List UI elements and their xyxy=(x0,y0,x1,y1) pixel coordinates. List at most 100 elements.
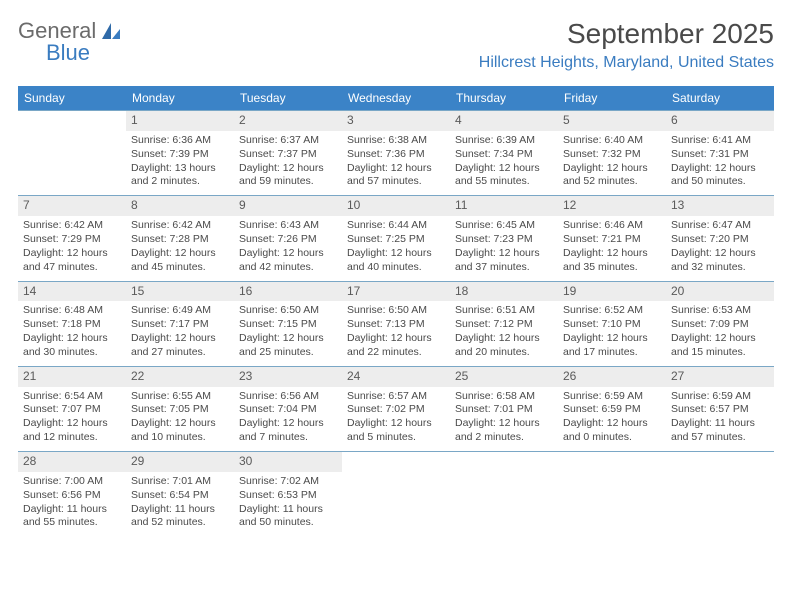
sunset-text: Sunset: 7:21 PM xyxy=(563,233,661,247)
day-number: 5 xyxy=(558,111,666,131)
daylight-text: Daylight: 12 hours and 30 minutes. xyxy=(23,332,121,360)
sunrise-text: Sunrise: 6:48 AM xyxy=(23,304,121,318)
day-cell: 30 Sunrise: 7:02 AMSunset: 6:53 PMDayligh… xyxy=(234,452,342,537)
sunrise-text: Sunrise: 6:47 AM xyxy=(671,219,769,233)
day-number: 15 xyxy=(126,282,234,302)
daylight-text: Daylight: 12 hours and 55 minutes. xyxy=(455,162,553,190)
daylight-text: Daylight: 12 hours and 32 minutes. xyxy=(671,247,769,275)
sunrise-text: Sunrise: 6:42 AM xyxy=(23,219,121,233)
day-cell: 9Sunrise: 6:43 AMSunset: 7:26 PMDaylight… xyxy=(234,196,342,281)
sunrise-text: Sunrise: 6:43 AM xyxy=(239,219,337,233)
day-number: 23 xyxy=(234,367,342,387)
day-number: 19 xyxy=(558,282,666,302)
day-cell xyxy=(666,452,774,537)
day-cell: 20Sunrise: 6:53 AMSunset: 7:09 PMDayligh… xyxy=(666,281,774,366)
day-cell: 7 Sunrise: 6:42 AMSunset: 7:29 PMDaylight… xyxy=(18,196,126,281)
day-number: 11 xyxy=(450,196,558,216)
day-cell xyxy=(18,111,126,196)
sunrise-text: Sunrise: 7:00 AM xyxy=(23,475,121,489)
sunrise-text: Sunrise: 6:49 AM xyxy=(131,304,229,318)
day-cell: 4Sunrise: 6:39 AMSunset: 7:34 PMDaylight… xyxy=(450,111,558,196)
day-number: 30 xyxy=(234,452,342,472)
sunset-text: Sunset: 7:23 PM xyxy=(455,233,553,247)
daylight-text: Daylight: 12 hours and 35 minutes. xyxy=(563,247,661,275)
sunset-text: Sunset: 7:15 PM xyxy=(239,318,337,332)
sunset-text: Sunset: 7:28 PM xyxy=(131,233,229,247)
day-cell: 23Sunrise: 6:56 AMSunset: 7:04 PMDayligh… xyxy=(234,366,342,451)
sunset-text: Sunset: 7:26 PM xyxy=(239,233,337,247)
sunset-text: Sunset: 6:54 PM xyxy=(131,489,229,503)
sunset-text: Sunset: 7:37 PM xyxy=(239,148,337,162)
day-number: 17 xyxy=(342,282,450,302)
day-number: 28 xyxy=(18,452,126,472)
day-cell: 16 Sunrise: 6:50 AMSunset: 7:15 PMDayligh… xyxy=(234,281,342,366)
sunrise-text: Sunrise: 6:41 AM xyxy=(671,134,769,148)
day-cell: 8 Sunrise: 6:42 AMSunset: 7:28 PMDaylight… xyxy=(126,196,234,281)
day-cell: 28 Sunrise: 7:00 AMSunset: 6:56 PMDayligh… xyxy=(18,452,126,537)
sunrise-text: Sunrise: 6:53 AM xyxy=(671,304,769,318)
day-number: 27 xyxy=(666,367,774,387)
sunset-text: Sunset: 6:56 PM xyxy=(23,489,121,503)
day-cell: 12 Sunrise: 6:46 AMSunset: 7:21 PMDayligh… xyxy=(558,196,666,281)
daylight-text: Daylight: 12 hours and 59 minutes. xyxy=(239,162,337,190)
sunrise-text: Sunrise: 6:50 AM xyxy=(347,304,445,318)
sunrise-text: Sunrise: 6:37 AM xyxy=(239,134,337,148)
week-row: 7Sunrise: 6:42 AMSunset: 7:29 PMDaylight… xyxy=(18,196,774,281)
day-number: 22 xyxy=(126,367,234,387)
day-cell: 10Sunrise: 6:44 AMSunset: 7:25 PMDayligh… xyxy=(342,196,450,281)
sunset-text: Sunset: 7:12 PM xyxy=(455,318,553,332)
daylight-text: Daylight: 12 hours and 47 minutes. xyxy=(23,247,121,275)
sunset-text: Sunset: 7:32 PM xyxy=(563,148,661,162)
daylight-text: Daylight: 11 hours and 55 minutes. xyxy=(23,503,121,531)
daylight-text: Daylight: 11 hours and 50 minutes. xyxy=(239,503,337,531)
sunset-text: Sunset: 7:34 PM xyxy=(455,148,553,162)
day-number: 16 xyxy=(234,282,342,302)
sunrise-text: Sunrise: 6:46 AM xyxy=(563,219,661,233)
sunrise-text: Sunrise: 7:01 AM xyxy=(131,475,229,489)
day-number: 14 xyxy=(18,282,126,302)
daylight-text: Daylight: 12 hours and 37 minutes. xyxy=(455,247,553,275)
day-cell: 29Sunrise: 7:01 AMSunset: 6:54 PMDayligh… xyxy=(126,452,234,537)
sunset-text: Sunset: 7:25 PM xyxy=(347,233,445,247)
sunset-text: Sunset: 7:29 PM xyxy=(23,233,121,247)
daylight-text: Daylight: 12 hours and 12 minutes. xyxy=(23,417,121,445)
day-cell: 14 Sunrise: 6:48 AMSunset: 7:18 PMDayligh… xyxy=(18,281,126,366)
day-number: 29 xyxy=(126,452,234,472)
daylight-text: Daylight: 12 hours and 45 minutes. xyxy=(131,247,229,275)
sunrise-text: Sunrise: 6:50 AM xyxy=(239,304,337,318)
day-number: 3 xyxy=(342,111,450,131)
daylight-text: Daylight: 11 hours and 57 minutes. xyxy=(671,417,769,445)
day-number: 1 xyxy=(126,111,234,131)
sunrise-text: Sunrise: 6:39 AM xyxy=(455,134,553,148)
sunset-text: Sunset: 7:36 PM xyxy=(347,148,445,162)
sunrise-text: Sunrise: 6:56 AM xyxy=(239,390,337,404)
day-cell: 13Sunrise: 6:47 AMSunset: 7:20 PMDayligh… xyxy=(666,196,774,281)
day-cell: 27 Sunrise: 6:59 AMSunset: 6:57 PMDayligh… xyxy=(666,366,774,451)
sunrise-text: Sunrise: 6:57 AM xyxy=(347,390,445,404)
day-cell: 22Sunrise: 6:55 AMSunset: 7:05 PMDayligh… xyxy=(126,366,234,451)
sunset-text: Sunset: 7:02 PM xyxy=(347,403,445,417)
sunset-text: Sunset: 7:18 PM xyxy=(23,318,121,332)
sunrise-text: Sunrise: 6:42 AM xyxy=(131,219,229,233)
day-number: 7 xyxy=(18,196,126,216)
sunrise-text: Sunrise: 6:59 AM xyxy=(671,390,769,404)
sunset-text: Sunset: 6:53 PM xyxy=(239,489,337,503)
sunrise-text: Sunrise: 7:02 AM xyxy=(239,475,337,489)
sunrise-text: Sunrise: 6:38 AM xyxy=(347,134,445,148)
sunset-text: Sunset: 7:17 PM xyxy=(131,318,229,332)
day-number: 12 xyxy=(558,196,666,216)
daylight-text: Daylight: 12 hours and 25 minutes. xyxy=(239,332,337,360)
day-cell: 2Sunrise: 6:37 AMSunset: 7:37 PMDaylight… xyxy=(234,111,342,196)
sunrise-text: Sunrise: 6:52 AM xyxy=(563,304,661,318)
daylight-text: Daylight: 12 hours and 7 minutes. xyxy=(239,417,337,445)
daylight-text: Daylight: 12 hours and 27 minutes. xyxy=(131,332,229,360)
sunset-text: Sunset: 7:10 PM xyxy=(563,318,661,332)
day-number: 8 xyxy=(126,196,234,216)
sunrise-text: Sunrise: 6:55 AM xyxy=(131,390,229,404)
logo-sail-icon xyxy=(100,21,122,41)
day-cell xyxy=(342,452,450,537)
sunset-text: Sunset: 6:57 PM xyxy=(671,403,769,417)
sunset-text: Sunset: 7:13 PM xyxy=(347,318,445,332)
day-cell: 26Sunrise: 6:59 AMSunset: 6:59 PMDayligh… xyxy=(558,366,666,451)
day-header: Monday xyxy=(126,86,234,111)
